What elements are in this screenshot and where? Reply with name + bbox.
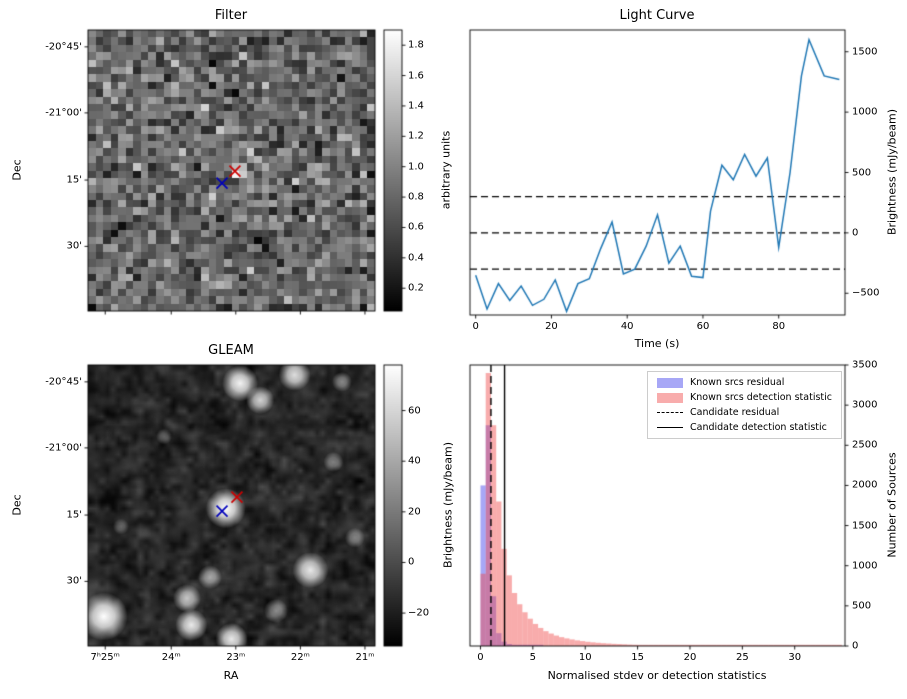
colorbar-tick-label: 1.0 <box>408 161 424 173</box>
dec-tick-label: -21°00' <box>45 107 82 119</box>
legend-swatch-patch <box>657 392 683 403</box>
colorbar-tick-label: 1.6 <box>408 70 424 82</box>
gleam-image-canvas <box>78 355 385 656</box>
brightness-tick-label: −500 <box>852 287 880 299</box>
legend-item-label: Known srcs detection statistic <box>690 392 832 403</box>
count-tick-label: 0 <box>852 640 859 652</box>
colorbar-tick-label: 0.2 <box>408 282 424 294</box>
brightness-tick-label: 1500 <box>852 46 878 58</box>
filter-image-canvas <box>78 20 385 321</box>
histogram-legend: Known srcs residual Known srcs detection … <box>647 371 842 439</box>
legend-item: Known srcs detection statistic <box>657 392 832 403</box>
colorbar-tick-label: −20 <box>408 607 430 619</box>
dec-tick-label: 15' <box>66 174 82 186</box>
stat-tick-label: 20 <box>683 652 697 663</box>
dec-tick-label: 30' <box>66 240 82 252</box>
colorbar-tick-label: 40 <box>408 455 421 467</box>
time-tick-label: 0 <box>472 321 479 332</box>
colorbar-tick-label: 0.4 <box>408 252 424 264</box>
legend-swatch-patch <box>657 377 683 388</box>
legend-item-label: Candidate residual <box>690 407 780 418</box>
histogram-x-axis-label: Normalised stdev or detection statistics <box>547 669 767 682</box>
gleam-title: GLEAM <box>208 343 254 358</box>
filter-dec-axis-label: Dec <box>10 159 24 181</box>
count-tick-label: 1000 <box>852 560 878 572</box>
filter-colorbar-label: arbitrary units <box>439 130 453 210</box>
stat-tick-label: 0 <box>477 652 484 663</box>
filter-title: Filter <box>214 8 248 23</box>
dec-tick-label: -21°00' <box>45 442 82 454</box>
legend-item-label: Candidate detection statistic <box>690 422 827 433</box>
dec-tick-label: -20°45' <box>45 41 82 53</box>
filter-colorbar <box>374 20 412 321</box>
ra-tick-label: 22ᵐ <box>290 652 310 663</box>
colorbar-tick-label: 0 <box>408 556 415 568</box>
time-tick-label: 40 <box>620 321 634 332</box>
colorbar-tick-label: 0.6 <box>408 221 424 233</box>
legend-item: Candidate detection statistic <box>657 422 832 433</box>
gleam-x-axis-label: RA <box>223 669 239 682</box>
dec-tick-label: 30' <box>66 575 82 587</box>
stat-tick-label: 5 <box>529 652 537 663</box>
legend-item-label: Known srcs residual <box>690 377 785 388</box>
legend-swatch-solid <box>657 427 683 428</box>
stat-tick-label: 25 <box>735 652 749 663</box>
colorbar-tick-label: 20 <box>408 506 421 518</box>
colorbar-tick-label: 0.8 <box>408 191 424 203</box>
time-tick-label: 20 <box>545 321 558 332</box>
count-tick-label: 2000 <box>852 479 878 491</box>
brightness-tick-label: 0 <box>852 227 859 239</box>
count-tick-label: 500 <box>852 600 872 612</box>
brightness-tick-label: 500 <box>852 167 872 178</box>
gleam-colorbar <box>374 355 412 656</box>
brightness-tick-label: 1000 <box>852 106 878 118</box>
ra-tick-label: 21ᵐ <box>355 652 375 663</box>
stat-tick-label: 15 <box>631 652 644 663</box>
count-tick-label: 3000 <box>852 399 878 411</box>
colorbar-tick-label: 1.2 <box>408 130 424 142</box>
ra-tick-label: 24ᵐ <box>161 652 181 663</box>
colorbar-tick-label: 1.8 <box>408 39 424 51</box>
count-tick-label: 3500 <box>852 359 878 371</box>
ra-tick-label: 7ʰ25ᵐ <box>90 652 120 663</box>
light-curve-y-axis-label: Brightness (mJy/beam) <box>885 108 899 236</box>
histogram-y-axis-label: Number of Sources <box>885 452 899 558</box>
legend-item: Candidate residual <box>657 407 832 418</box>
stat-tick-label: 10 <box>578 652 592 663</box>
count-tick-label: 2500 <box>852 439 878 451</box>
ra-tick-label: 23ᵐ <box>226 652 246 663</box>
gleam-colorbar-label: Brightness (mJy/beam) <box>441 441 455 569</box>
time-tick-label: 60 <box>696 321 710 332</box>
legend-swatch-dashed <box>657 412 683 413</box>
light-curve-canvas <box>460 20 855 325</box>
gleam-dec-axis-label: Dec <box>10 494 24 516</box>
light-curve-title: Light Curve <box>619 8 695 23</box>
dec-tick-label: 15' <box>66 509 82 521</box>
time-tick-label: 80 <box>772 321 786 332</box>
dec-tick-label: -20°45' <box>45 376 82 388</box>
stat-tick-label: 30 <box>788 652 802 663</box>
legend-item: Known srcs residual <box>657 377 832 388</box>
colorbar-tick-label: 1.4 <box>408 100 424 112</box>
colorbar-tick-label: 60 <box>408 405 421 417</box>
light-curve-x-axis-label: Time (s) <box>634 337 680 350</box>
count-tick-label: 1500 <box>852 520 878 532</box>
